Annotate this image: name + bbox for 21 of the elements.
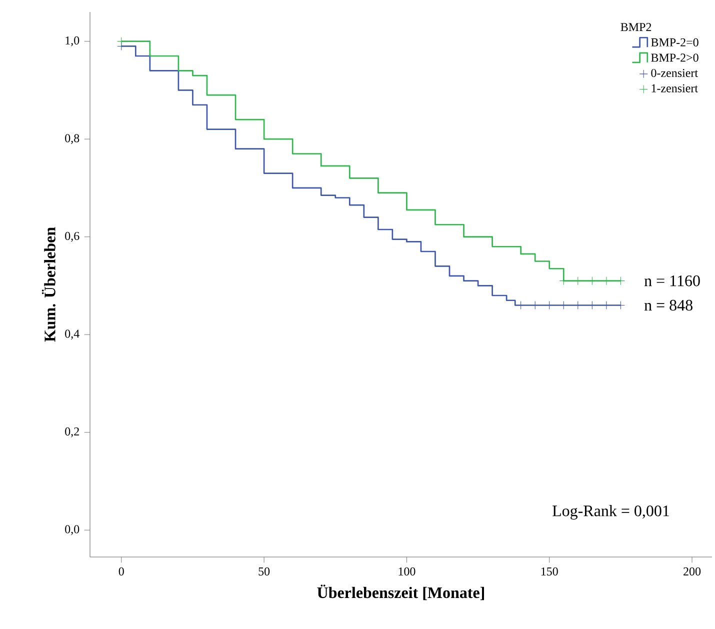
y-tick-label: 0,6 xyxy=(65,232,80,242)
y-tick-label: 0,2 xyxy=(65,427,79,438)
y-tick-label: 0,0 xyxy=(65,525,80,536)
x-tick-label: 50 xyxy=(258,567,270,576)
legend-label: 1-zensiert xyxy=(652,84,698,92)
annotation: n = 848 xyxy=(644,300,692,311)
x-tick-label: 100 xyxy=(398,567,416,576)
y-axis-title: Kum. Überleben xyxy=(42,227,56,342)
x-tick-label: 0 xyxy=(118,567,124,576)
legend-label: BMP-2=0 xyxy=(651,38,698,46)
x-axis-title: Überlebenszeit [Monate] xyxy=(317,584,484,600)
annotation: Log-Rank = 0,001 xyxy=(552,505,669,520)
y-tick-label: 0,4 xyxy=(65,330,80,340)
legend-label: 0-zensiert xyxy=(651,68,698,78)
y-tick-label: 0,8 xyxy=(65,134,80,144)
annotation: n = 1160 xyxy=(644,275,700,286)
x-tick-label: 150 xyxy=(541,567,558,576)
x-tick-label: 200 xyxy=(684,567,701,576)
legend-title: BMP2 xyxy=(620,23,652,32)
y-tick-label: 1,0 xyxy=(66,36,80,46)
legend-label: BMP-2>0 xyxy=(651,54,698,62)
